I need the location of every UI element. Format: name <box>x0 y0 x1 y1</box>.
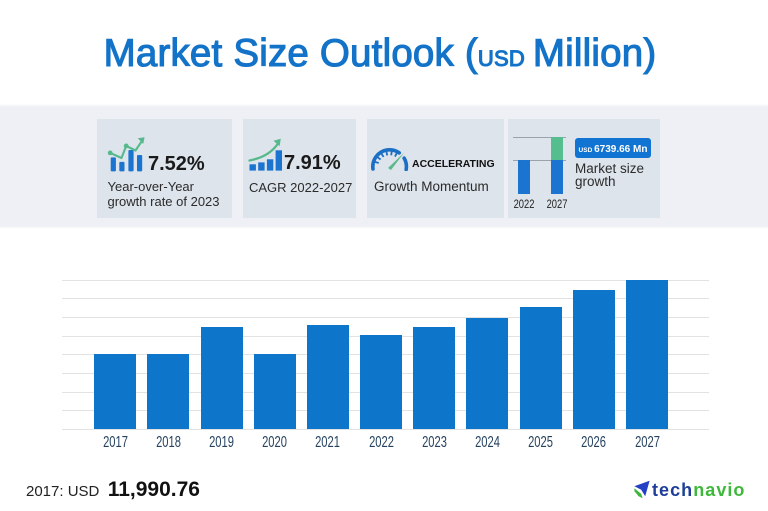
svg-text:technavio: technavio <box>652 480 745 500</box>
